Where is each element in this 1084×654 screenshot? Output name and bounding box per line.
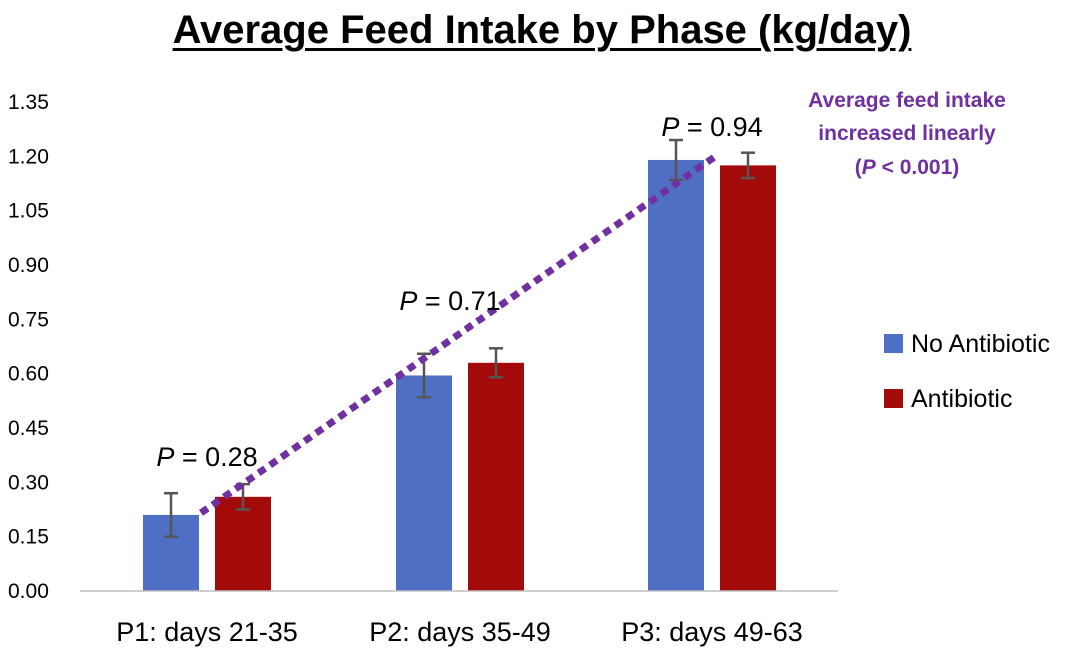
y-tick-label: 0.15 <box>8 526 49 549</box>
error-bar <box>489 347 503 379</box>
y-tick-label: 0.30 <box>8 471 49 494</box>
y-tick-label: 0.75 <box>8 308 49 331</box>
category-labels: P1: days 21-35 P2: days 35-49 P3: days 49-… <box>116 617 803 647</box>
error-bar <box>741 151 755 180</box>
bar-antibiotic-p2 <box>468 362 524 591</box>
p-value-labels: P = 0.28 P = 0.71 P = 0.94 <box>156 112 762 472</box>
legend-swatch-no-antibiotic <box>884 334 903 353</box>
bar-no-antibiotic-p2 <box>396 375 452 591</box>
trend-annotation: Average feed intake increased linearly (… <box>808 89 1006 179</box>
y-tick-label: 0.60 <box>8 363 49 386</box>
y-tick-label: 0.45 <box>8 417 49 440</box>
trend-line-group <box>199 153 718 516</box>
legend: No Antibiotic Antibiotic <box>884 330 1050 413</box>
y-tick-label: 0.00 <box>8 580 49 603</box>
chart-title: Average Feed Intake by Phase (kg/day) <box>172 8 912 52</box>
y-tick-label: 1.20 <box>8 145 49 168</box>
trend-line <box>199 153 718 516</box>
category-label-p3: P3: days 49-63 <box>621 617 803 647</box>
legend-item-no-antibiotic: No Antibiotic <box>884 330 1050 358</box>
bar-no-antibiotic-p3 <box>648 159 704 591</box>
p-value-label-p2: P = 0.71 <box>399 286 500 316</box>
trend-note-line1: Average feed intake <box>808 89 1006 112</box>
y-tick-label: 1.35 <box>8 91 49 114</box>
bar-antibiotic-p3 <box>720 165 776 591</box>
error-bar <box>164 491 178 538</box>
legend-label-no-antibiotic: No Antibiotic <box>911 330 1050 358</box>
y-tick-label: 1.05 <box>8 200 49 223</box>
p-value-label-p3: P = 0.94 <box>661 112 762 142</box>
category-label-p2: P2: days 35-49 <box>369 617 551 647</box>
p-value-label-p1: P = 0.28 <box>156 442 257 472</box>
y-tick-label: 0.90 <box>8 254 49 277</box>
trend-note-line3: (P < 0.001) <box>855 156 960 179</box>
y-axis: 0.00 0.15 0.30 0.45 0.60 0.75 0.90 1.05 1.20 1.35 <box>8 91 49 603</box>
legend-label-antibiotic: Antibiotic <box>911 385 1012 413</box>
bars-group <box>143 159 776 591</box>
category-label-p1: P1: days 21-35 <box>116 617 298 647</box>
bar-antibiotic-p1 <box>215 496 271 591</box>
legend-item-antibiotic: Antibiotic <box>884 385 1012 413</box>
trend-note-line2: increased linearly <box>818 122 996 145</box>
legend-swatch-antibiotic <box>884 389 903 408</box>
